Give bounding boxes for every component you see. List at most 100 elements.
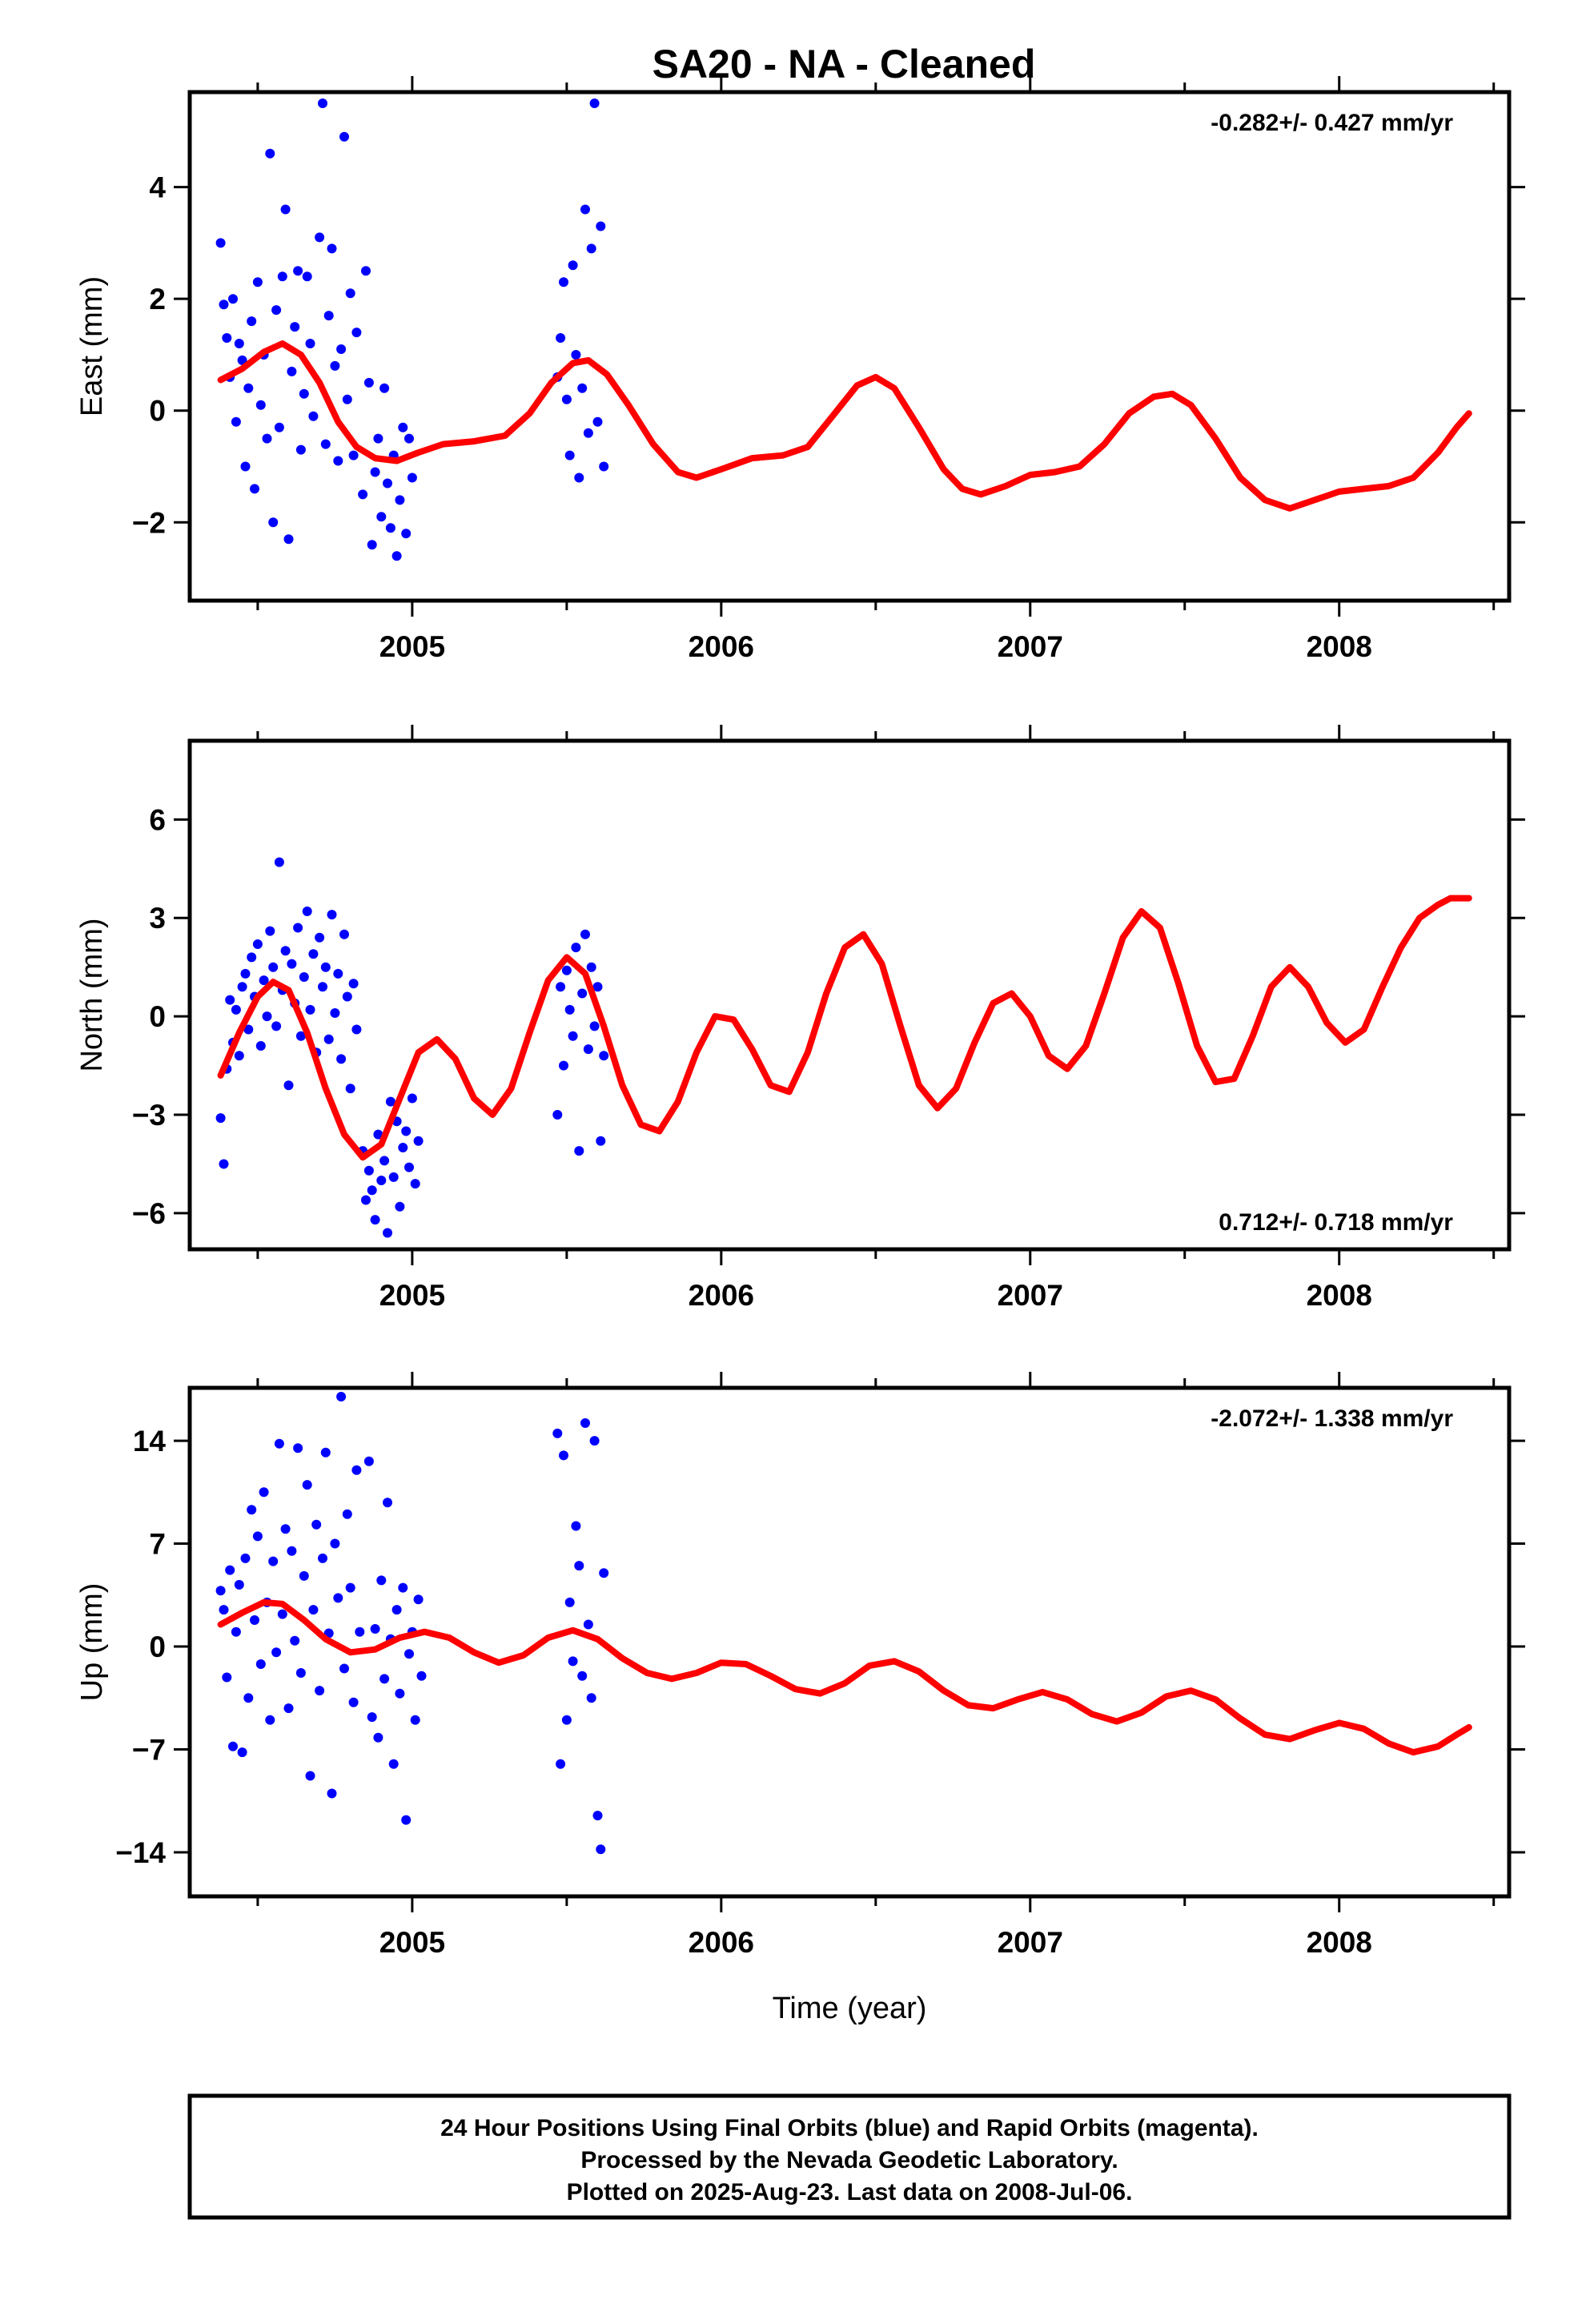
data-point-east [358, 489, 368, 500]
data-point-up [311, 1519, 322, 1530]
data-point-north [385, 1096, 396, 1107]
data-point-up [274, 1438, 284, 1449]
data-point-up [410, 1715, 420, 1725]
data-point-up [561, 1715, 572, 1725]
data-point-up [416, 1671, 427, 1681]
data-point-east [274, 422, 284, 432]
data-point-up [574, 1561, 584, 1571]
data-point-east [302, 271, 312, 282]
y-tick-label-east: −2 [132, 506, 166, 539]
data-point-east [367, 540, 377, 550]
data-point-up [237, 1747, 247, 1758]
data-point-north [259, 975, 269, 986]
x-tick-label-north: 2006 [689, 1279, 754, 1312]
data-point-north [373, 1129, 383, 1140]
data-point-north [336, 1054, 347, 1064]
data-point-north [407, 1093, 417, 1104]
data-point-north [379, 1156, 390, 1166]
data-point-up [351, 1465, 362, 1475]
data-point-north [580, 929, 590, 939]
data-point-up [552, 1428, 563, 1438]
data-point-north [333, 968, 343, 979]
data-point-east [290, 322, 300, 332]
y-tick-label-east: 2 [149, 283, 166, 316]
data-point-up [401, 1815, 412, 1825]
data-point-east [586, 243, 596, 254]
data-point-up [568, 1656, 578, 1667]
y-axis-label-north: North (mm) [75, 918, 109, 1072]
data-point-east [370, 467, 380, 477]
data-point-north [367, 1185, 377, 1196]
data-point-up [320, 1447, 331, 1458]
plot-area-up [215, 1392, 1472, 1855]
data-point-up [367, 1712, 377, 1723]
data-point-up [395, 1688, 405, 1699]
rate-label-up: -2.072+/- 1.338 mm/yr [1211, 1405, 1453, 1432]
data-point-east [556, 333, 566, 343]
data-point-east [234, 339, 244, 348]
data-point-up [290, 1635, 300, 1646]
data-point-east [561, 394, 572, 404]
data-point-east [277, 271, 287, 282]
data-point-up [295, 1668, 306, 1678]
data-point-north [564, 1004, 575, 1015]
y-tick-label-north: 6 [149, 803, 166, 836]
data-point-north [219, 1159, 229, 1169]
data-point-east [231, 416, 241, 427]
data-point-north [255, 1041, 266, 1051]
data-point-up [234, 1579, 244, 1590]
data-point-up [333, 1593, 343, 1603]
page-title: SA20 - NA - Cleaned [652, 42, 1036, 86]
data-point-north [413, 1136, 424, 1146]
data-point-up [315, 1686, 325, 1696]
data-point-north [388, 1172, 399, 1182]
data-point-north [395, 1201, 405, 1212]
data-point-up [599, 1568, 609, 1578]
data-point-east [571, 350, 581, 360]
data-point-east [295, 444, 306, 455]
data-point-up [373, 1732, 383, 1743]
data-point-north [268, 962, 279, 972]
data-point-up [283, 1703, 294, 1714]
x-tick-label-east: 2007 [998, 630, 1063, 663]
data-point-up [383, 1498, 392, 1508]
data-point-up [379, 1674, 390, 1684]
data-point-up [596, 1844, 606, 1855]
data-point-north [293, 923, 303, 933]
data-point-north [574, 1146, 584, 1156]
panel-east: 2005 2006 2007 2008 −2 0 2 4 East (mm) -0.282+/- … [75, 76, 1525, 663]
x-tick-label-north: 2007 [998, 1279, 1063, 1312]
panels: 2005 2006 2007 2008 −2 0 2 4 East (mm) -0.282+/- … [75, 76, 1525, 2025]
model-curve-east [217, 340, 1472, 512]
rate-label-north: 0.712+/- 0.718 mm/yr [1219, 1209, 1453, 1236]
data-point-up [589, 1436, 600, 1446]
data-point-north [363, 1165, 374, 1176]
data-point-east [361, 266, 371, 276]
data-point-north [305, 1004, 315, 1015]
data-point-east [255, 400, 266, 410]
data-point-north [577, 988, 588, 999]
data-point-up [571, 1521, 581, 1531]
data-point-east [589, 99, 600, 108]
data-point-east [305, 339, 315, 348]
data-point-up [277, 1609, 287, 1619]
data-point-east [385, 523, 396, 533]
data-point-up [228, 1741, 238, 1751]
data-point-up [318, 1553, 327, 1563]
data-point-north [327, 910, 337, 920]
data-point-north [283, 1080, 294, 1091]
data-point-up [265, 1715, 275, 1725]
data-point-east [222, 333, 232, 343]
data-point-up [268, 1556, 279, 1566]
data-point-up [355, 1626, 365, 1637]
data-point-north [552, 1110, 563, 1120]
data-point-east [323, 311, 334, 321]
data-point-east [404, 433, 414, 444]
data-point-up [404, 1649, 414, 1659]
data-point-east [599, 461, 609, 472]
data-point-up [345, 1582, 355, 1593]
plot-area-east [215, 99, 1472, 561]
footer-line-2: Processed by the Nevada Geodetic Laborat… [580, 2147, 1118, 2173]
panel-frame-north [187, 738, 1512, 1252]
